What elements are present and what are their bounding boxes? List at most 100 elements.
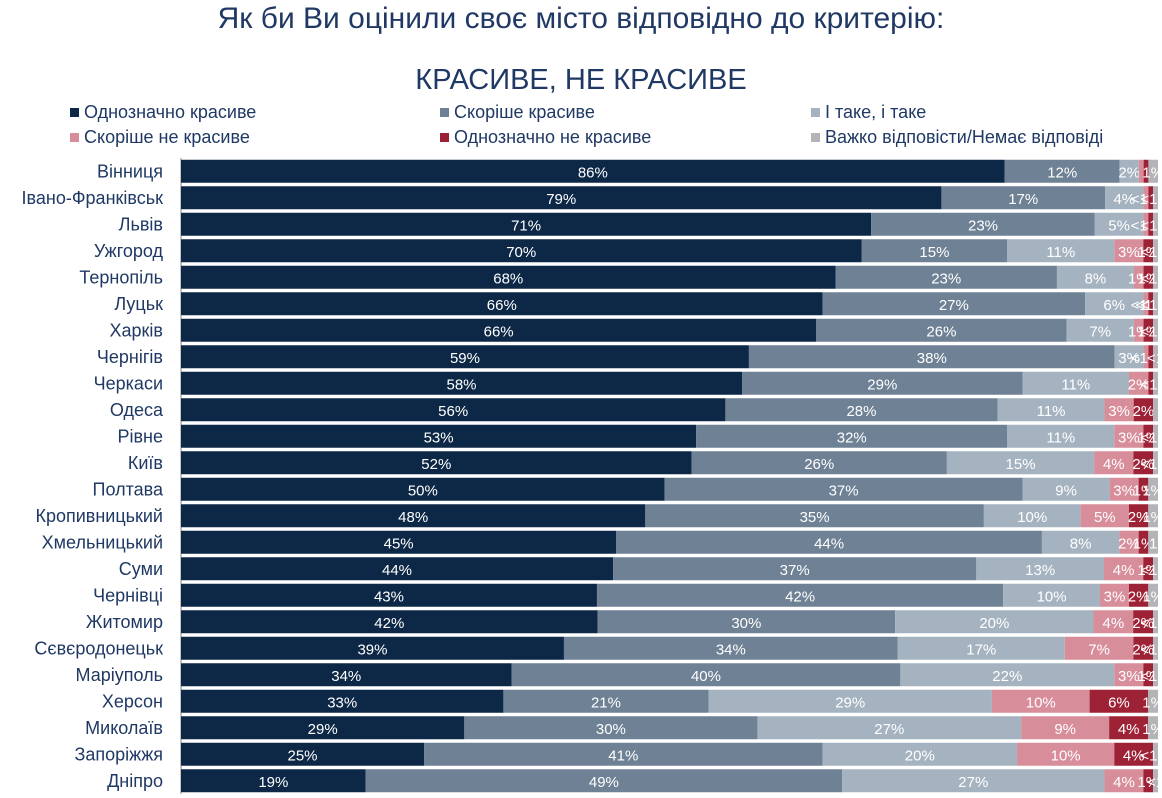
bar-segment bbox=[1128, 583, 1149, 607]
data-label: 42% bbox=[785, 588, 815, 605]
bar-segment bbox=[1148, 159, 1158, 183]
bar-segment bbox=[181, 504, 646, 528]
category-label: Київ bbox=[128, 453, 163, 473]
bar-segment bbox=[616, 530, 1042, 554]
legend-swatch bbox=[70, 107, 79, 117]
data-label: 39% bbox=[357, 641, 387, 658]
data-label: <1 bbox=[1147, 774, 1162, 791]
bar-segment bbox=[1143, 186, 1149, 210]
bar-segment bbox=[1094, 212, 1144, 236]
data-label: 12% bbox=[1047, 164, 1077, 181]
bar-segment bbox=[181, 689, 504, 713]
category-label: Сєвєродонецьк bbox=[34, 638, 163, 658]
bar-segment bbox=[181, 239, 862, 263]
bar-segment bbox=[897, 636, 1065, 660]
bar-segment bbox=[976, 557, 1104, 581]
data-label: 2% bbox=[1128, 588, 1150, 605]
bar-segment bbox=[1041, 530, 1120, 554]
bar-segment bbox=[1104, 769, 1144, 793]
data-label: 23% bbox=[931, 270, 961, 287]
bar-segment bbox=[1056, 265, 1134, 289]
data-label: <1% bbox=[1140, 562, 1162, 579]
bar-segment bbox=[835, 265, 1057, 289]
data-label: 70% bbox=[506, 244, 536, 261]
data-label: 2% bbox=[1118, 535, 1140, 552]
legend-label: Однозначно не красиве bbox=[454, 126, 652, 147]
bar-segment bbox=[181, 345, 749, 369]
bar-segment bbox=[181, 610, 598, 634]
category-label: Кропивницький bbox=[35, 506, 163, 526]
bar-segment bbox=[1153, 239, 1158, 263]
bar-segment bbox=[816, 318, 1067, 342]
data-label: 1% bbox=[1142, 509, 1162, 526]
bar-segment bbox=[181, 212, 872, 236]
data-label: 44% bbox=[814, 535, 844, 552]
data-label: 4% bbox=[1118, 721, 1140, 738]
bar-segment bbox=[1128, 371, 1149, 395]
bar-segment bbox=[742, 371, 1023, 395]
legend-item: Скоріше красиве bbox=[440, 101, 595, 123]
bar-segment bbox=[1128, 504, 1149, 528]
bar-segment bbox=[181, 186, 942, 210]
data-label: 17% bbox=[966, 641, 996, 658]
category-label: Черкаси bbox=[94, 373, 163, 393]
bar-segment bbox=[181, 636, 564, 660]
bar-segment bbox=[1143, 345, 1149, 369]
legend-label: І таке, і таке bbox=[825, 101, 927, 122]
data-label: 11% bbox=[1046, 429, 1075, 446]
data-label: 29% bbox=[867, 376, 897, 393]
legend-item: Важко відповісти/Немає відповіді bbox=[811, 126, 1103, 148]
category-label: Львів bbox=[119, 214, 163, 234]
bar-segment bbox=[822, 292, 1086, 316]
bar-segment bbox=[1143, 663, 1154, 687]
bar-segment bbox=[1153, 398, 1158, 422]
bar-segment bbox=[1109, 477, 1139, 501]
bar-segment bbox=[1114, 663, 1144, 687]
data-label: 19% bbox=[258, 774, 288, 791]
category-label: Дніпро bbox=[107, 771, 163, 791]
data-label: 52% bbox=[421, 456, 451, 473]
data-label: 10% bbox=[1037, 588, 1067, 605]
data-label: 10% bbox=[1026, 694, 1056, 711]
bar-segment bbox=[1148, 716, 1158, 740]
bar-segment bbox=[725, 398, 998, 422]
bar-segment bbox=[1089, 689, 1149, 713]
bar-segment bbox=[1119, 159, 1139, 183]
bar-segment bbox=[181, 716, 465, 740]
chart-title: Як би Ви оцінили своє місто відповідно д… bbox=[217, 2, 945, 35]
bar-segment bbox=[1153, 557, 1158, 581]
bar-segment bbox=[1153, 318, 1158, 342]
data-label: 34% bbox=[716, 641, 746, 658]
bar-segment bbox=[181, 424, 697, 448]
data-label: 37% bbox=[829, 482, 859, 499]
bar-segment bbox=[1133, 318, 1144, 342]
data-label: 3% bbox=[1118, 244, 1140, 261]
category-label: Житомир bbox=[86, 612, 163, 632]
data-label: 20% bbox=[979, 615, 1009, 632]
bar-segment bbox=[941, 186, 1106, 210]
data-label: <1 bbox=[1147, 350, 1162, 367]
data-label: <1% bbox=[1140, 456, 1162, 473]
bar-segment bbox=[1066, 318, 1134, 342]
legend-swatch bbox=[440, 107, 449, 117]
bar-segment bbox=[1148, 186, 1154, 210]
bar-segment bbox=[181, 451, 692, 475]
bar-segment bbox=[1003, 583, 1100, 607]
category-label: Тернопіль bbox=[79, 267, 163, 287]
data-label: 45% bbox=[384, 535, 414, 552]
data-label: 35% bbox=[800, 509, 830, 526]
bar-segment bbox=[181, 530, 617, 554]
data-label: 7% bbox=[1088, 641, 1110, 658]
legend-item: І таке, і таке bbox=[811, 101, 926, 123]
bar-segment bbox=[596, 583, 1004, 607]
bar-segment bbox=[1007, 424, 1115, 448]
category-label: Чернівці bbox=[93, 585, 163, 605]
data-label: 2% bbox=[1128, 509, 1150, 526]
data-label: 66% bbox=[484, 323, 514, 340]
bar-segment bbox=[1148, 477, 1158, 501]
bar-segment bbox=[1143, 292, 1149, 316]
data-label: 27% bbox=[874, 721, 904, 738]
bar-segment bbox=[181, 769, 366, 793]
bar-segment bbox=[748, 345, 1115, 369]
data-label: 40% bbox=[691, 668, 721, 685]
